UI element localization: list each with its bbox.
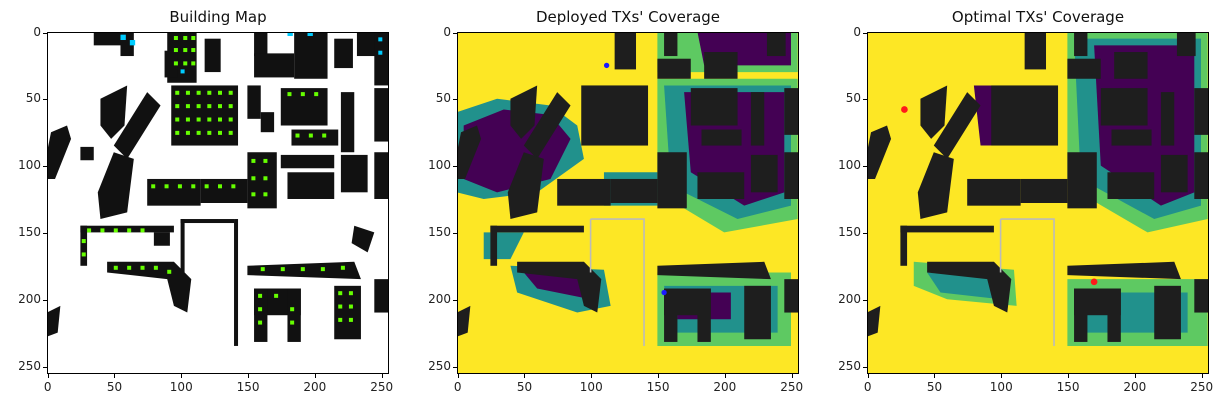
x-tick-mark bbox=[457, 374, 459, 378]
y-tick-label: 0 bbox=[853, 24, 861, 39]
x-tick-label: 150 bbox=[1056, 380, 1080, 394]
x-tick-label: 50 bbox=[516, 380, 533, 394]
y-tick-mark bbox=[863, 299, 867, 301]
y-tick-mark bbox=[863, 32, 867, 34]
x-tick-label: 50 bbox=[926, 380, 943, 394]
y-tick-label: 150 bbox=[428, 225, 451, 240]
y-tick-mark bbox=[453, 299, 457, 301]
x-tick-mark bbox=[248, 374, 250, 378]
x-tick-label: 0 bbox=[453, 380, 462, 394]
map-buildings bbox=[47, 32, 389, 346]
y-tick-mark bbox=[863, 366, 867, 368]
y-tick-mark bbox=[453, 366, 457, 368]
y-tick-label: 100 bbox=[428, 158, 451, 173]
x-tick-label: 150 bbox=[646, 380, 670, 394]
axes-frame bbox=[867, 32, 1209, 374]
x-tick-mark bbox=[47, 374, 49, 378]
y-tick-label: 50 bbox=[435, 91, 451, 106]
y-tick-label: 0 bbox=[443, 24, 451, 39]
x-tick-mark bbox=[524, 374, 526, 378]
x-tick-mark bbox=[791, 374, 793, 378]
x-tick-label: 100 bbox=[989, 380, 1013, 394]
y-tick-mark bbox=[453, 32, 457, 34]
y-tick-label: 200 bbox=[18, 291, 41, 306]
x-tick-mark bbox=[658, 374, 660, 378]
map-markers bbox=[81, 36, 353, 325]
y-tick-mark bbox=[863, 233, 867, 235]
x-tick-mark bbox=[591, 374, 593, 378]
y-tick-mark bbox=[43, 32, 47, 34]
y-tick-mark bbox=[43, 366, 47, 368]
optimal-coverage-plot bbox=[867, 32, 1209, 374]
deployed-tx-marker bbox=[661, 289, 667, 296]
x-tick-mark bbox=[381, 374, 383, 378]
x-tick-mark bbox=[1134, 374, 1136, 378]
x-tick-label: 100 bbox=[579, 380, 603, 394]
x-tick-label: 250 bbox=[1190, 380, 1214, 394]
x-tick-mark bbox=[1201, 374, 1203, 378]
y-tick-mark bbox=[43, 299, 47, 301]
optimal-tx-marker bbox=[1090, 278, 1098, 286]
y-tick-label: 100 bbox=[18, 158, 41, 173]
y-tick-label: 150 bbox=[838, 225, 861, 240]
x-tick-mark bbox=[934, 374, 936, 378]
y-tick-mark bbox=[453, 166, 457, 168]
x-tick-label: 200 bbox=[303, 380, 327, 394]
x-tick-label: 150 bbox=[236, 380, 260, 394]
y-tick-label: 150 bbox=[18, 225, 41, 240]
x-tick-mark bbox=[1068, 374, 1070, 378]
x-tick-label: 250 bbox=[780, 380, 804, 394]
y-tick-label: 50 bbox=[845, 91, 861, 106]
y-tick-mark bbox=[43, 166, 47, 168]
panel-title-deployed-coverage: Deployed TXs' Coverage bbox=[535, 8, 721, 26]
y-tick-mark bbox=[863, 166, 867, 168]
y-tick-label: 50 bbox=[25, 91, 41, 106]
x-tick-label: 0 bbox=[863, 380, 872, 394]
y-tick-label: 250 bbox=[18, 358, 41, 373]
y-tick-mark bbox=[453, 233, 457, 235]
y-tick-label: 250 bbox=[428, 358, 451, 373]
x-tick-mark bbox=[1001, 374, 1003, 378]
y-tick-mark bbox=[43, 233, 47, 235]
x-tick-label: 200 bbox=[1123, 380, 1147, 394]
x-tick-mark bbox=[724, 374, 726, 378]
y-tick-mark bbox=[453, 99, 457, 101]
coverage-buildings bbox=[457, 32, 799, 342]
x-tick-label: 200 bbox=[713, 380, 737, 394]
y-tick-label: 200 bbox=[838, 291, 861, 306]
map-cyan-markers bbox=[120, 32, 383, 74]
x-tick-label: 100 bbox=[169, 380, 193, 394]
deployed-coverage-plot bbox=[457, 32, 799, 374]
coverage-buildings bbox=[867, 32, 1209, 342]
y-tick-label: 100 bbox=[838, 158, 861, 173]
coverage-wall-lines bbox=[589, 218, 645, 346]
deployed-tx-marker bbox=[603, 62, 610, 69]
y-tick-mark bbox=[863, 99, 867, 101]
panel-title-optimal-coverage: Optimal TXs' Coverage bbox=[951, 8, 1125, 26]
y-tick-label: 200 bbox=[428, 291, 451, 306]
y-tick-label: 0 bbox=[33, 24, 41, 39]
optimal-tx-marker bbox=[901, 106, 908, 113]
building-map-plot bbox=[47, 32, 389, 374]
x-tick-mark bbox=[867, 374, 869, 378]
y-tick-label: 250 bbox=[838, 358, 861, 373]
panel-title-building-map: Building Map bbox=[169, 8, 267, 26]
x-tick-label: 50 bbox=[106, 380, 123, 394]
x-tick-mark bbox=[181, 374, 183, 378]
axes-frame bbox=[457, 32, 799, 374]
x-tick-mark bbox=[314, 374, 316, 378]
y-tick-mark bbox=[43, 99, 47, 101]
coverage-wall-lines bbox=[999, 218, 1055, 346]
x-tick-mark bbox=[114, 374, 116, 378]
axes-frame bbox=[47, 32, 389, 374]
x-tick-label: 250 bbox=[370, 380, 394, 394]
x-tick-label: 0 bbox=[43, 380, 52, 394]
